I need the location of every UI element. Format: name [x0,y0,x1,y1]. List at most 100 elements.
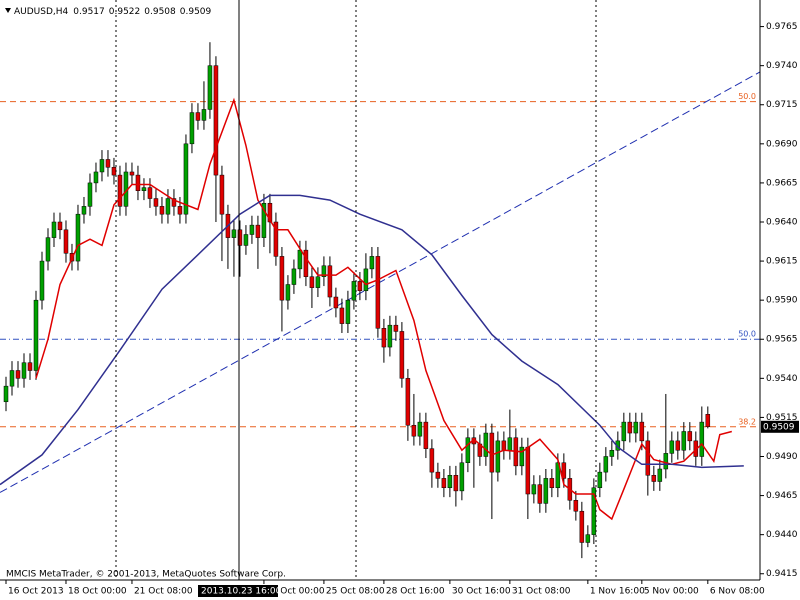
chart-header: AUDUSD,H4 0.9517 0.9522 0.9508 0.9509 [14,7,212,17]
current-price: 0.9509 [763,422,795,432]
candle-body [243,234,249,246]
candle-body [183,143,189,215]
candle-body [255,224,261,238]
x-tick-label: 6 Nov 08:00 [710,587,765,597]
header-high: 0.9522 [109,7,141,17]
candle-body [657,468,663,482]
candle-body [501,440,507,451]
candle-body [363,268,369,292]
candle-body [507,437,513,451]
level-label: 50.0 [738,330,756,339]
candle-body [291,268,297,285]
candle-body [105,159,111,168]
candle-body [531,484,537,495]
symbol-icon [5,8,11,13]
candle-body [315,276,321,288]
header-open: 0.9517 [73,7,105,17]
candle-body [297,249,303,270]
candle-body [75,213,81,262]
candle-body [339,307,345,324]
candle-body [165,198,171,215]
candle-body [27,362,33,371]
y-tick-label: 0.9615 [766,257,798,267]
candle-body [195,112,201,121]
candle-body [81,206,87,215]
candle-body [525,446,531,495]
plot-area: 50.0 50.0 38.2 [0,42,761,559]
y-tick-label: 0.9465 [766,491,798,501]
candle-body [219,174,225,215]
candle-body [459,462,465,492]
candle-body [585,534,591,543]
candle-body [645,440,651,476]
y-tick-label: 0.9765 [766,22,798,32]
candle-body [597,471,603,489]
candle-body [621,421,627,442]
candle-body [573,500,579,512]
candle-body [561,462,567,479]
header-low: 0.9508 [144,7,176,17]
candle-body [267,202,273,223]
candle-body [627,421,633,434]
symbol: AUDUSD,H4 [14,7,69,17]
candle-body [519,446,525,467]
y-tick-label: 0.9565 [766,335,798,345]
x-tick-label: 16 Oct 2013 [8,587,64,597]
x-tick-label: 18 Oct 00:00 [68,587,127,597]
candle-body [429,448,435,473]
candle-body [57,221,63,231]
candle-body [687,431,693,442]
candle-body [273,221,279,257]
candle-body [129,171,135,176]
candle-body [411,424,417,437]
candle-body [345,299,351,324]
y-tick-label: 0.9715 [766,100,798,110]
candle-body [483,432,489,457]
candle-body [261,202,267,238]
header-close: 0.9509 [180,7,212,17]
candle-body [153,198,159,207]
candle-body [177,206,183,215]
crosshair-label-box [198,585,278,597]
candle-body [141,187,147,191]
crosshair-label: 2013.10.23 16:00 [201,587,282,597]
candle-body [489,432,495,473]
y-tick-label: 0.9415 [766,569,798,579]
price-box [761,420,799,433]
candle-body [351,281,357,301]
candle-body [309,276,315,288]
candle-body [387,324,393,348]
candle-body [9,370,15,387]
candle-body [201,109,207,121]
candle-body [87,182,93,207]
candle-body [441,478,447,489]
candle-body [393,324,399,332]
moving-average [35,97,732,521]
x-tick-label: 5 Nov 00:00 [644,587,699,597]
candle-body [189,112,195,145]
candle-body [369,256,375,270]
candle-body [639,421,645,442]
candle-body [435,471,441,479]
x-tick-label: 31 Oct 08:00 [512,587,571,597]
x-tick-label: 1 Nov 16:00 [590,587,645,597]
candle-body [453,475,459,492]
watermark: MMCIS MetaTrader, © 2001-2013, MetaQuote… [6,570,286,580]
x-tick-label: 30 Oct 16:00 [452,587,511,597]
candle-body [51,221,57,238]
candle-body [3,385,9,403]
candle-body [327,265,333,298]
candle-body [207,65,213,110]
candle-body [405,378,411,426]
candle-body [159,206,165,215]
candle-body [633,421,639,434]
candle-body [111,167,117,176]
level-label: 38.2 [738,417,756,426]
y-tick-label: 0.9490 [766,452,798,462]
y-tick-label: 0.9440 [766,530,798,540]
candle-body [549,478,555,489]
candle-body [651,475,657,482]
candle-body [45,237,51,262]
